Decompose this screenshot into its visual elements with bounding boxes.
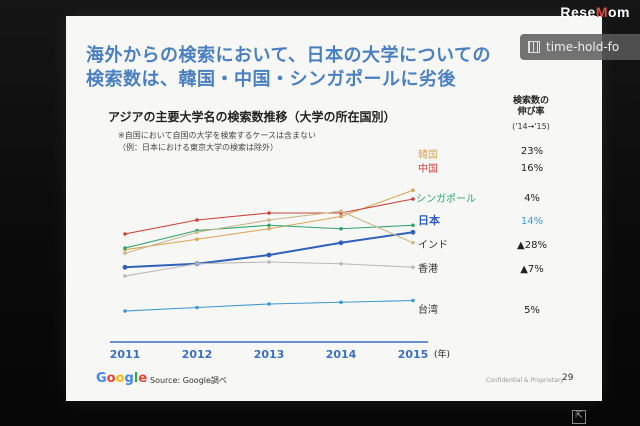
series-1-point-2015 (411, 197, 415, 201)
note-line1: ※自国において自国の大学を検索するケースは含まない (118, 131, 317, 140)
growth-header-line1: 検索数の (512, 96, 549, 106)
series-2-point-2014 (339, 226, 343, 231)
series-4-point-2011 (123, 251, 127, 256)
series-0-growth: 23% (521, 146, 543, 157)
series-2-growth: 4% (524, 193, 540, 204)
resemom-watermark: ReseMom (560, 4, 630, 20)
expand-icon[interactable]: ⇱ (572, 410, 586, 424)
series-2-point-2011 (123, 246, 127, 250)
series-0-point-2014 (339, 214, 343, 219)
slide-title-line2: 検索数は、韓国・中国・シンガポールに劣後 (86, 69, 456, 90)
series-3-label: 日本 (418, 213, 440, 227)
series-0-label: 韓国 (418, 149, 438, 161)
series-3-point-2014 (338, 240, 344, 246)
x-tick-label-2015: 2015 (398, 348, 429, 361)
series-5-point-2014 (339, 261, 343, 266)
series-1-point-2013 (267, 211, 271, 215)
series-1-point-2012 (195, 218, 199, 222)
series-3-point-2013 (266, 252, 272, 258)
page-number: 29 (562, 373, 574, 383)
series-4-point-2012 (195, 230, 199, 235)
series-0-point-2013 (267, 226, 271, 231)
series-2-label: シンガポール (416, 193, 476, 205)
overlay-label: time-hold-fo (546, 40, 620, 54)
x-axis-unit: (年) (434, 348, 450, 360)
series-3-growth: 14% (521, 216, 543, 227)
series-4-point-2013 (267, 218, 271, 222)
series-5-label: 香港 (418, 263, 438, 275)
series-2-point-2015 (411, 223, 415, 228)
series-4-point-2014 (339, 209, 343, 214)
x-tick-label-2013: 2013 (254, 348, 285, 361)
series-1-label: 中国 (418, 162, 438, 175)
series-1-growth: 16% (521, 163, 543, 174)
series-4-label: インド (418, 240, 448, 251)
google-logo: Google (96, 371, 148, 386)
series-2-point-2013 (267, 223, 271, 228)
series-5-point-2015 (411, 265, 415, 270)
series-6-point-2014 (339, 300, 343, 305)
series-6-point-2012 (195, 305, 199, 310)
growth-period: ('14→'15) (512, 122, 550, 131)
x-tick-label-2011: 2011 (110, 348, 141, 361)
series-0-point-2012 (195, 237, 199, 242)
chart-notes: ※自国において自国の大学を検索するケースは含まない （例：日本における東京大学の… (118, 130, 316, 154)
source-note: Source: Google調べ (150, 376, 227, 385)
slide-title-line1: 海外からの検索において、日本の大学についての (86, 45, 492, 66)
note-line2: （例：日本における東京大学の検索は除外） (118, 143, 278, 152)
series-6-point-2015 (411, 298, 415, 303)
series-3-point-2011 (122, 264, 128, 270)
series-4-line (124, 210, 414, 254)
growth-column-header: 検索数の 伸び率 (496, 96, 566, 118)
series-6-point-2011 (123, 309, 127, 313)
series-1-point-2011 (123, 232, 127, 236)
series-3-point-2015 (410, 229, 416, 235)
series-5-point-2011 (123, 274, 127, 278)
presentation-slide: 海外からの検索において、日本の大学についての 検索数は、韓国・中国・シンガポール… (66, 16, 602, 401)
series-6-label: 台湾 (418, 303, 438, 316)
series-6-point-2013 (267, 302, 271, 306)
series-4-point-2015 (411, 240, 415, 245)
series-5-line (124, 261, 414, 277)
series-0-point-2015 (411, 188, 415, 193)
x-tick-label-2014: 2014 (326, 348, 357, 361)
time-hold-overlay[interactable]: time-hold-fo (520, 34, 640, 60)
series-5-point-2012 (195, 261, 199, 266)
series-4-growth: ▲28% (517, 240, 547, 251)
image-icon (528, 41, 540, 53)
growth-header-line2: 伸び率 (517, 107, 545, 117)
slide-title: 海外からの検索において、日本の大学についての 検索数は、韓国・中国・シンガポール… (86, 44, 506, 92)
series-6-growth: 5% (524, 305, 540, 316)
confidential-label: Confidential & Proprietary (486, 377, 564, 384)
series-5-point-2013 (267, 260, 271, 264)
chart-title: アジアの主要大学名の検索数推移（大学の所在国別） (108, 110, 396, 124)
series-5-growth: ▲7% (520, 264, 544, 275)
x-tick-label-2012: 2012 (182, 348, 213, 361)
